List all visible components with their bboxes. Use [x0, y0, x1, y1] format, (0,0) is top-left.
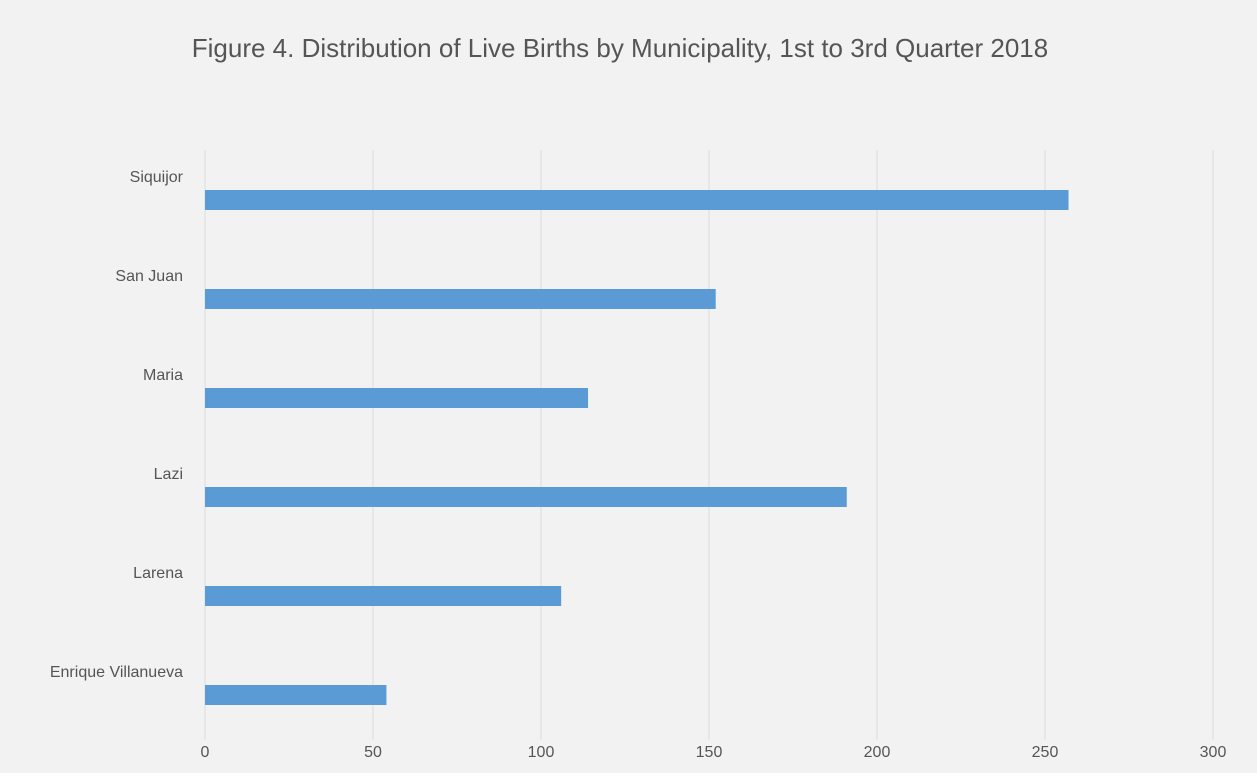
bar [205, 487, 847, 507]
y-tick-label: Enrique Villanueva [50, 664, 183, 681]
y-tick-label: San Juan [115, 268, 183, 285]
x-tick-label: 200 [864, 744, 891, 761]
x-tick-label: 50 [364, 744, 382, 761]
bar [205, 685, 387, 705]
x-tick-label: 150 [696, 744, 723, 761]
bar [205, 388, 589, 408]
y-tick-label: Maria [143, 367, 183, 384]
x-tick-label: 300 [1200, 744, 1227, 761]
bar [205, 586, 562, 606]
y-tick-label: Siquijor [130, 169, 184, 186]
y-tick-label: Lazi [154, 466, 183, 483]
chart-title: Figure 4. Distribution of Live Births by… [191, 33, 1049, 63]
x-tick-label: 0 [201, 744, 210, 761]
x-tick-label: 100 [528, 744, 555, 761]
bar [205, 289, 716, 309]
y-tick-label: Larena [133, 565, 183, 582]
x-tick-label: 250 [1032, 744, 1059, 761]
bar [205, 190, 1069, 210]
